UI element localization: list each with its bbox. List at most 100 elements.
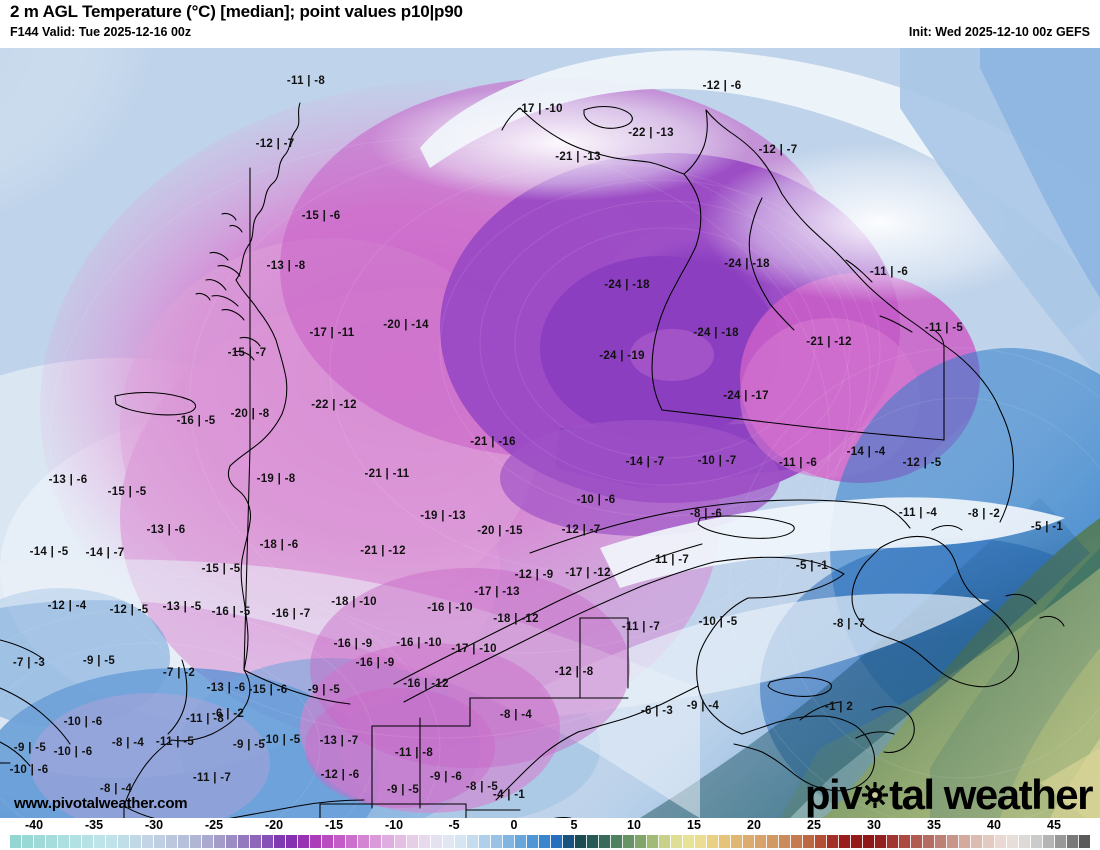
colorbar-swatch	[538, 835, 551, 848]
colorbar-swatch	[166, 835, 179, 848]
colorbar-swatch	[358, 835, 371, 848]
colorbar-swatch	[959, 835, 972, 848]
page-title: 2 m AGL Temperature (°C) [median]; point…	[10, 2, 463, 21]
colorbar-swatch	[1019, 835, 1032, 848]
colorbar-tick: 20	[747, 818, 761, 832]
colorbar-tick: -5	[448, 818, 460, 832]
colorbar-swatch	[995, 835, 1008, 848]
colorbar-tick-labels: -40 -35 -30 -25 -20 -15 -10 -5 0 5 10 15 20 25 30 35 40 4…	[0, 818, 1100, 834]
colorbar-tick: 30	[867, 818, 881, 832]
colorbar-swatch	[262, 835, 275, 848]
temperature-contour-field	[0, 48, 1100, 818]
colorbar-swatch	[22, 835, 35, 848]
colorbar-swatch	[1043, 835, 1056, 848]
colorbar-swatch	[322, 835, 335, 848]
colorbar-swatch	[526, 835, 539, 848]
colorbar-swatch	[466, 835, 479, 848]
colorbar-swatch	[1031, 835, 1044, 848]
colorbar-swatch	[586, 835, 599, 848]
coastline-layer	[0, 102, 1065, 818]
colorbar-swatch	[286, 835, 299, 848]
colorbar-swatch	[10, 835, 23, 848]
colorbar-swatch	[502, 835, 515, 848]
init-time-label: Init: Wed 2025-12-10 00z GEFS	[908, 25, 1090, 39]
colorbar-swatch	[310, 835, 323, 848]
colorbar-tick: 35	[927, 818, 941, 832]
colorbar-swatch	[298, 835, 311, 848]
colorbar-swatch	[634, 835, 647, 848]
colorbar-swatch	[839, 835, 852, 848]
colorbar-swatch	[1067, 835, 1080, 848]
colorbar-tick: 5	[570, 818, 578, 832]
colorbar-swatch	[971, 835, 984, 848]
colorbar-tick: 15	[687, 818, 701, 832]
header: 2 m AGL Temperature (°C) [median]; point…	[0, 0, 1100, 48]
colorbar-swatch	[274, 835, 287, 848]
logo-text-right: tal weather	[889, 771, 1093, 818]
valid-time-label: F144 Valid: Tue 2025-12-16 00z	[10, 25, 192, 39]
colorbar-swatch	[622, 835, 635, 848]
colorbar-swatch	[875, 835, 888, 848]
colorbar-swatch	[118, 835, 131, 848]
colorbar-swatch	[442, 835, 455, 848]
colorbar-swatch	[610, 835, 623, 848]
colorbar-swatch	[947, 835, 960, 848]
colorbar-tick: 10	[627, 818, 641, 832]
colorbar-swatch	[190, 835, 203, 848]
colorbar-swatch	[742, 835, 755, 848]
colorbar-swatch	[406, 835, 419, 848]
logo-text-left: piv	[804, 771, 863, 818]
colorbar-tick: -20	[264, 818, 284, 832]
colorbar-swatch	[106, 835, 119, 848]
colorbar-swatch	[1055, 835, 1068, 848]
colorbar-swatch	[142, 835, 155, 848]
colorbar[interactable]: -40 -35 -30 -25 -20 -15 -10 -5 0 5 10 15 20 25 30 35 40 4…	[0, 818, 1100, 850]
colorbar-tick: -40	[24, 818, 44, 832]
colorbar-swatch	[682, 835, 695, 848]
colorbar-swatch	[863, 835, 876, 848]
colorbar-swatch	[430, 835, 443, 848]
colorbar-swatch	[718, 835, 731, 848]
colorbar-tick: -10	[384, 818, 404, 832]
colorbar-swatch	[238, 835, 251, 848]
colorbar-swatch	[887, 835, 900, 848]
colorbar-tick: -15	[324, 818, 344, 832]
colorbar-swatch	[346, 835, 359, 848]
colorbar-swatch	[154, 835, 167, 848]
colorbar-swatch	[1007, 835, 1020, 848]
colorbar-swatch	[754, 835, 767, 848]
colorbar-swatch	[766, 835, 779, 848]
colorbar-swatch	[58, 835, 71, 848]
colorbar-swatch	[478, 835, 491, 848]
colorbar-swatch	[923, 835, 936, 848]
colorbar-swatch	[815, 835, 828, 848]
colorbar-swatch	[983, 835, 996, 848]
colorbar-swatch	[82, 835, 95, 848]
watermark-url: www.pivotalweather.com	[14, 795, 188, 812]
colorbar-swatch	[130, 835, 143, 848]
colorbar-swatch	[935, 835, 948, 848]
colorbar-swatch	[803, 835, 816, 848]
colorbar-tick: 45	[1047, 818, 1061, 832]
colorbar-gradient[interactable]	[10, 835, 1091, 848]
colorbar-swatch	[694, 835, 707, 848]
colorbar-swatch	[250, 835, 263, 848]
colorbar-swatch	[34, 835, 47, 848]
colorbar-swatch	[70, 835, 83, 848]
colorbar-swatch	[382, 835, 395, 848]
colorbar-swatch	[827, 835, 840, 848]
colorbar-swatch	[490, 835, 503, 848]
colorbar-swatch	[418, 835, 431, 848]
colorbar-tick: -25	[204, 818, 224, 832]
colorbar-swatch	[562, 835, 575, 848]
colorbar-swatch	[202, 835, 215, 848]
pivotal-weather-logo: piv	[804, 771, 1094, 818]
colorbar-swatch	[214, 835, 227, 848]
colorbar-swatch	[514, 835, 527, 848]
colorbar-tick: -30	[144, 818, 164, 832]
colorbar-swatch	[658, 835, 671, 848]
colorbar-tick: 40	[987, 818, 1001, 832]
colorbar-swatch	[454, 835, 467, 848]
map-canvas[interactable]: -11 | -8 -12 | -6 -17 | -10 -12 | -7 -22 | -…	[0, 48, 1100, 818]
